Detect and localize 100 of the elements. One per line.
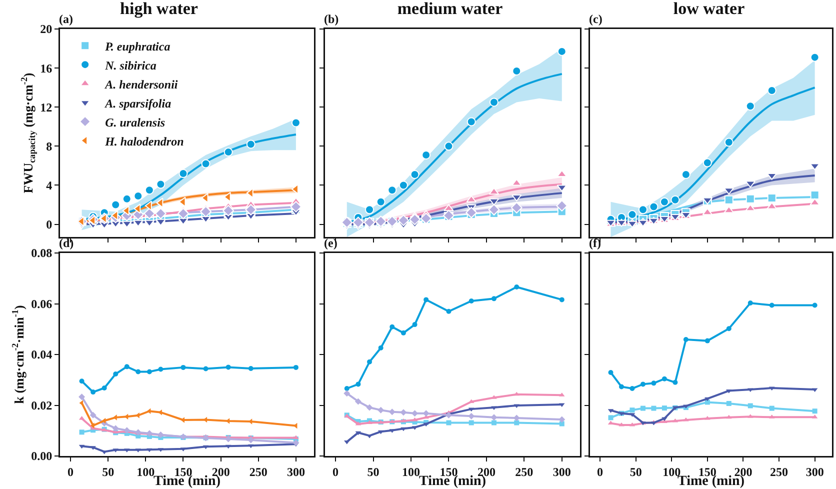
point	[559, 421, 564, 426]
legend-label: A. sparsifolia	[104, 96, 172, 110]
point	[156, 180, 166, 189]
point	[390, 324, 395, 330]
point	[724, 195, 734, 204]
point	[344, 390, 350, 397]
point	[746, 102, 755, 111]
legend-label: H. halodendron	[104, 134, 184, 148]
point	[466, 195, 476, 202]
point	[144, 200, 152, 211]
point	[222, 204, 234, 216]
point	[422, 410, 430, 417]
point	[726, 400, 732, 406]
point	[400, 427, 406, 432]
point	[769, 406, 774, 411]
x-tick-label: 0	[68, 464, 74, 479]
point	[113, 372, 118, 377]
point	[769, 302, 774, 308]
point	[225, 436, 232, 442]
point	[156, 218, 166, 226]
point	[704, 416, 710, 420]
chart-title: high water	[120, 0, 198, 18]
point	[491, 296, 496, 302]
point	[651, 406, 656, 411]
point	[203, 366, 208, 372]
point	[640, 382, 646, 387]
point	[748, 300, 753, 306]
point	[424, 297, 429, 302]
point	[512, 178, 522, 186]
point	[444, 204, 454, 212]
point	[446, 308, 452, 314]
annotation: (d)	[59, 236, 74, 250]
point	[748, 403, 753, 408]
point	[246, 140, 256, 149]
point	[180, 364, 186, 370]
point	[468, 420, 474, 426]
point	[608, 415, 614, 420]
point	[810, 198, 820, 206]
point	[491, 420, 496, 426]
point	[376, 197, 386, 206]
text: (b)	[324, 12, 339, 26]
point	[398, 180, 408, 190]
point	[514, 284, 520, 290]
point	[146, 369, 152, 374]
point	[344, 386, 350, 391]
point	[79, 378, 84, 384]
x-tick-label: 250	[770, 464, 788, 479]
point	[767, 86, 776, 96]
y-tick-label: 0	[46, 218, 52, 232]
legend-label: A. hendersonii	[104, 77, 178, 92]
point	[513, 414, 520, 422]
point	[766, 202, 777, 210]
point	[704, 338, 710, 344]
point	[293, 364, 298, 370]
point	[134, 204, 141, 214]
point	[178, 169, 188, 178]
point	[468, 298, 474, 304]
point	[356, 382, 361, 387]
text: (c)	[589, 12, 602, 26]
x-tick-label: 0	[597, 464, 604, 479]
point	[512, 194, 522, 202]
point	[683, 337, 688, 342]
point	[144, 208, 156, 220]
point	[248, 436, 254, 444]
point	[245, 204, 257, 216]
point	[444, 142, 454, 151]
point	[514, 420, 520, 426]
x-tick-label: 300	[552, 464, 571, 479]
point	[810, 163, 820, 170]
point	[766, 172, 777, 180]
x-tick-label: 300	[286, 464, 305, 479]
x-tick-label: 300	[806, 464, 824, 479]
point	[468, 412, 475, 420]
point	[178, 196, 186, 207]
y-tick-label: 8	[46, 139, 52, 154]
x-tick-label: 50	[630, 464, 642, 479]
point	[412, 410, 418, 417]
point	[724, 138, 734, 147]
point	[672, 380, 678, 385]
point	[662, 406, 667, 411]
point	[122, 206, 130, 216]
point	[78, 394, 86, 400]
point	[488, 204, 500, 216]
point	[122, 194, 132, 204]
point	[158, 366, 164, 372]
y-tick-label: 20	[40, 22, 52, 36]
y-tick-label: 0.06	[31, 296, 52, 311]
point	[400, 409, 407, 416]
point	[112, 425, 119, 432]
y-tick-label: 12	[40, 100, 52, 114]
point	[410, 170, 420, 179]
point	[649, 202, 658, 212]
point	[745, 180, 756, 188]
point	[490, 414, 498, 421]
point	[226, 364, 231, 370]
point	[726, 326, 732, 332]
point	[608, 370, 614, 376]
x-tick-label: 250	[249, 464, 268, 479]
point	[133, 220, 144, 227]
point	[156, 198, 164, 208]
